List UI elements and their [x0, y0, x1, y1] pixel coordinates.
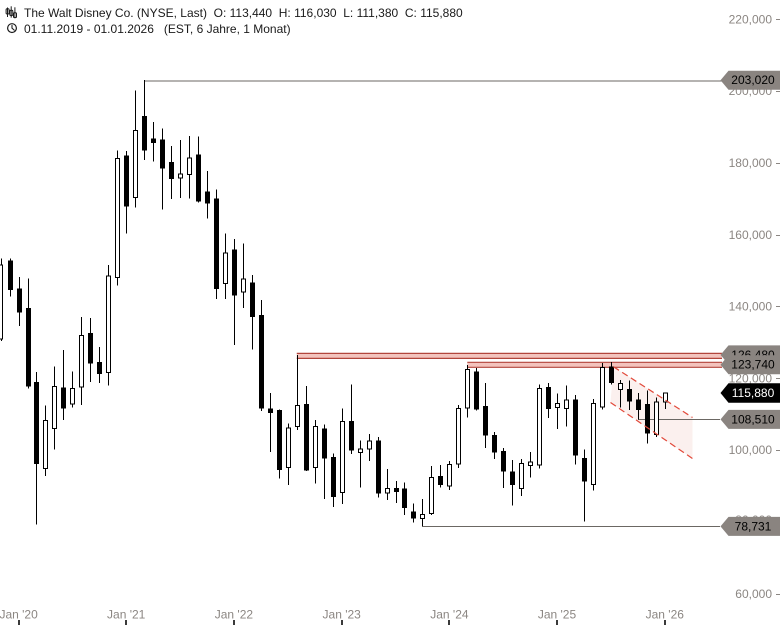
svg-text:123,740: 123,740 [731, 358, 775, 372]
svg-text:Jan '22: Jan '22 [215, 608, 254, 622]
svg-text:Jan '20: Jan '20 [0, 608, 38, 622]
svg-text:60,000: 60,000 [735, 587, 772, 601]
svg-text:100,000: 100,000 [729, 443, 773, 457]
svg-text:01.11.2019 - 01.01.2026 (EST: 01.11.2019 - 01.01.2026 (EST, 6 Jahre, 1… [24, 22, 291, 36]
svg-text:120,000: 120,000 [729, 371, 773, 385]
svg-text:Jan '26: Jan '26 [646, 608, 685, 622]
svg-text:The Walt Disney Co. (NYSE, Las: The Walt Disney Co. (NYSE, Last) O: 113,… [24, 6, 463, 20]
svg-text:160,000: 160,000 [729, 228, 773, 242]
svg-text:203,020: 203,020 [731, 73, 775, 87]
svg-text:Jan '25: Jan '25 [538, 608, 577, 622]
svg-text:78,731: 78,731 [735, 519, 772, 533]
svg-text:Jan '21: Jan '21 [107, 608, 146, 622]
svg-text:Jan '23: Jan '23 [323, 608, 362, 622]
svg-text:108,510: 108,510 [731, 412, 775, 426]
svg-text:220,000: 220,000 [729, 12, 773, 26]
svg-text:140,000: 140,000 [729, 300, 773, 314]
svg-text:Jan '24: Jan '24 [430, 608, 469, 622]
svg-text:180,000: 180,000 [729, 156, 773, 170]
svg-text:115,880: 115,880 [732, 386, 775, 400]
